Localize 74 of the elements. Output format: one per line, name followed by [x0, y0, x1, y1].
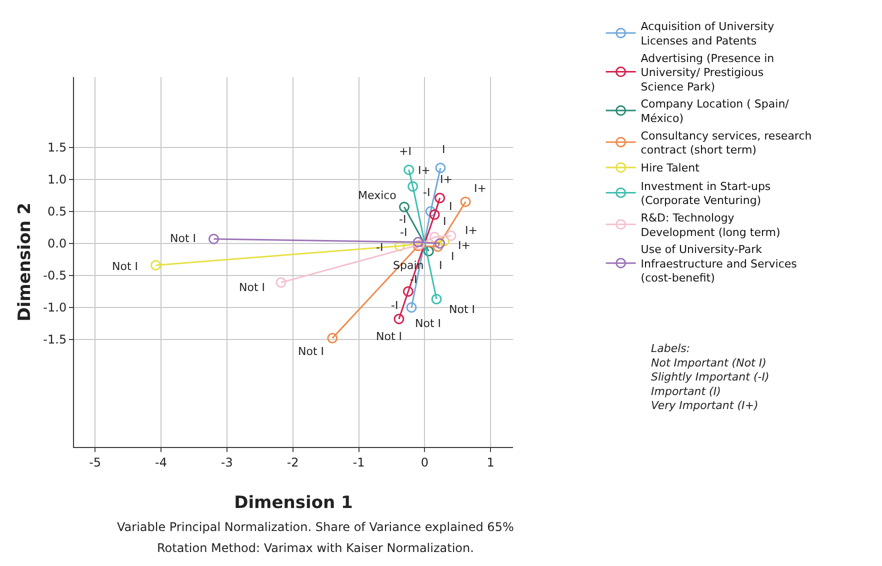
point — [276, 277, 286, 288]
data-label: I — [449, 200, 452, 213]
text: Variable Principal Normalization. Share of Variance explained 65% — [117, 520, 514, 534]
legend-label: Investment in Start-ups (Corporate Venturing) — [640, 180, 771, 208]
x-tick-label: -4 — [155, 455, 167, 470]
y-axis-title: Dimension 2 — [15, 202, 35, 322]
point — [423, 246, 434, 256]
point — [432, 241, 444, 252]
data-label: -I — [391, 299, 398, 312]
point — [208, 234, 219, 244]
point — [434, 238, 446, 249]
point — [394, 314, 404, 324]
data-label: I — [443, 215, 446, 228]
data-label: Mexico — [358, 189, 397, 202]
data-label: I — [442, 143, 446, 156]
text: Labels: Not Important (Not I) Slightly Important (-I) Important (I) Very Important (I+) — [651, 342, 770, 412]
y-tick-label: 0.0 — [48, 236, 67, 251]
point — [404, 164, 414, 176]
x-tick-label: -1 — [352, 455, 365, 470]
legend-label: Company Location ( Spain/ México) — [640, 98, 790, 125]
point — [406, 302, 417, 313]
point — [429, 209, 440, 220]
y-tick-label: 0.5 — [48, 204, 67, 219]
data-label: I — [439, 259, 442, 272]
data-label: Not I — [298, 345, 324, 358]
data-label: -I — [399, 213, 406, 226]
data-label: I+ — [440, 173, 452, 186]
data-label: I — [451, 250, 454, 263]
x-tick-label: 1 — [486, 455, 494, 470]
legend-label: Hire Talent — [640, 162, 700, 175]
data-label: Not I — [376, 330, 402, 343]
data-label: +I — [399, 145, 412, 158]
legend-label: Acquisition of University Licenses and Patents — [640, 20, 775, 48]
point — [150, 260, 161, 270]
y-tick-label: -1.0 — [43, 300, 67, 315]
x-tick-label: -5 — [89, 455, 102, 470]
y-tick-label: 1.0 — [48, 172, 67, 187]
y-tick-label: -0.5 — [43, 268, 67, 283]
point — [431, 294, 442, 304]
data-label: I+ — [458, 239, 470, 252]
point — [439, 236, 450, 246]
point — [408, 181, 418, 192]
data-label: Not I — [239, 281, 266, 294]
data-label: Not I — [170, 232, 196, 245]
point — [394, 240, 405, 252]
y-tick-label: 1.5 — [48, 140, 67, 155]
legend-label: Consultancy services, research contract (short term) — [640, 129, 812, 157]
data-label: Not I — [415, 317, 442, 330]
text: Rotation Method: Varimax with Kaiser Normalization. — [157, 541, 474, 555]
point — [402, 286, 414, 297]
data-label: -I — [423, 186, 430, 199]
data-label: Not I — [449, 303, 476, 316]
data-label: Not I — [112, 260, 138, 273]
x-axis-title: Dimension 1 — [234, 493, 353, 513]
point — [460, 196, 471, 208]
y-tick-label: -1.5 — [43, 332, 67, 347]
point — [435, 162, 446, 174]
data-label: -I — [400, 226, 408, 239]
data-label: I+ — [474, 182, 486, 195]
point — [425, 206, 436, 217]
point — [412, 236, 424, 248]
legend-label: R&D: Technology Development (long term) — [640, 211, 780, 239]
x-tick-label: -2 — [286, 455, 299, 470]
point — [446, 230, 456, 241]
data-label: I+ — [465, 224, 478, 237]
x-tick-label: 0 — [420, 455, 428, 470]
data-label: I+ — [418, 164, 430, 177]
point — [429, 232, 440, 242]
x-tick-label: -3 — [220, 455, 233, 470]
point — [327, 332, 338, 344]
point — [434, 192, 446, 204]
point — [398, 202, 410, 212]
legend-label: Advertising (Presence in University/ Prestigious Science Park) — [640, 52, 774, 94]
legend-label: Use of University-Park Infraestructure and Services (cost-benefit) — [640, 243, 798, 285]
